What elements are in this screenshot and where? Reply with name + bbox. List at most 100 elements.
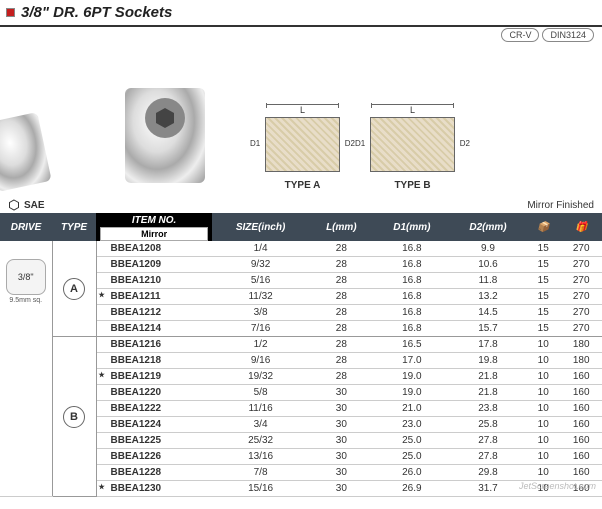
cell-item: BBEA1212: [96, 305, 212, 321]
cell-d1: 16.8: [374, 257, 450, 273]
sae-label: SAE: [24, 200, 45, 211]
cell-l: 28: [309, 353, 374, 369]
cell-d1: 26.0: [374, 465, 450, 481]
cell-d2: 17.8: [450, 337, 526, 353]
cell-d2: 27.8: [450, 449, 526, 465]
cell-d2: 15.7: [450, 321, 526, 337]
cell-l: 28: [309, 241, 374, 257]
cell-size: 5/8: [212, 385, 309, 401]
cell-d2: 13.2: [450, 289, 526, 305]
type-cell-a: A: [52, 241, 96, 337]
diagram-type-a: L D1 D2 TYPE A: [265, 99, 340, 191]
cell-item: BBEA1230: [96, 481, 212, 497]
cell-d1: 21.0: [374, 401, 450, 417]
cell-d2: 10.6: [450, 257, 526, 273]
cell-size: 13/16: [212, 449, 309, 465]
cell-item: BBEA1222: [96, 401, 212, 417]
dim-d2-label: D2: [345, 139, 355, 148]
cell-l: 28: [309, 289, 374, 305]
cell-d2: 9.9: [450, 241, 526, 257]
cell-size: 15/16: [212, 481, 309, 497]
mirror-finished-label: Mirror Finished: [527, 200, 594, 211]
cell-l: 30: [309, 417, 374, 433]
cell-item: BBEA1225: [96, 433, 212, 449]
cell-d1: 16.8: [374, 273, 450, 289]
cell-qs: 10: [526, 401, 560, 417]
cell-item: BBEA1209: [96, 257, 212, 273]
cell-l: 28: [309, 369, 374, 385]
socket-small-image: [0, 112, 52, 192]
cell-qs: 10: [526, 337, 560, 353]
cell-l: 30: [309, 449, 374, 465]
cell-d1: 19.0: [374, 385, 450, 401]
col-size: SIZE(inch): [212, 213, 309, 241]
cell-item: BBEA1216: [96, 337, 212, 353]
type-a-circle: A: [63, 278, 85, 300]
cell-d1: 16.8: [374, 305, 450, 321]
cell-item: BBEA1218: [96, 353, 212, 369]
cell-qb: 180: [560, 337, 602, 353]
cell-size: 3/8: [212, 305, 309, 321]
cell-size: 3/4: [212, 417, 309, 433]
cell-qs: 15: [526, 305, 560, 321]
cell-qb: 160: [560, 369, 602, 385]
cell-size: 11/32: [212, 289, 309, 305]
table-header: DRIVE TYPE ITEM NO. Mirror SIZE(inch) L(…: [0, 213, 602, 241]
hex-icon: [8, 199, 20, 211]
cell-qs: 10: [526, 385, 560, 401]
cell-d1: 25.0: [374, 433, 450, 449]
cell-d1: 16.8: [374, 321, 450, 337]
cell-qb: 160: [560, 385, 602, 401]
cell-d1: 16.8: [374, 241, 450, 257]
cell-qb: 270: [560, 241, 602, 257]
cell-l: 28: [309, 337, 374, 353]
col-d1: D1(mm): [374, 213, 450, 241]
cell-d1: 17.0: [374, 353, 450, 369]
cell-d1: 16.8: [374, 289, 450, 305]
cell-d2: 21.8: [450, 369, 526, 385]
cell-qb: 180: [560, 353, 602, 369]
cell-d1: 23.0: [374, 417, 450, 433]
cell-qb: 160: [560, 465, 602, 481]
cell-l: 30: [309, 433, 374, 449]
dim-d1-label: D1: [250, 139, 260, 148]
hero-area: L D1 D2 TYPE A L D1 D2 TYPE B: [0, 27, 602, 197]
cell-size: 1/2: [212, 337, 309, 353]
cell-d1: 19.0: [374, 369, 450, 385]
cell-l: 28: [309, 273, 374, 289]
col-l: L(mm): [309, 213, 374, 241]
cell-qs: 15: [526, 289, 560, 305]
cell-qs: 10: [526, 449, 560, 465]
cell-qs: 10: [526, 353, 560, 369]
dim-l-label: L: [300, 105, 305, 115]
cell-d1: 25.0: [374, 449, 450, 465]
watermark: JetScreenshot.com: [519, 481, 596, 491]
title-bar: 3/8" DR. 6PT Sockets: [0, 0, 602, 27]
cell-qs: 15: [526, 241, 560, 257]
cell-size: 19/32: [212, 369, 309, 385]
cell-size: 5/16: [212, 273, 309, 289]
cell-d2: 25.8: [450, 417, 526, 433]
cell-item: BBEA1208: [96, 241, 212, 257]
cell-l: 28: [309, 321, 374, 337]
diagrams: L D1 D2 TYPE A L D1 D2 TYPE B: [265, 99, 455, 191]
mirror-sublabel: Mirror: [100, 227, 208, 241]
page-title: 3/8" DR. 6PT Sockets: [21, 4, 172, 21]
cell-qb: 160: [560, 401, 602, 417]
cell-d2: 14.5: [450, 305, 526, 321]
cell-d1: 16.5: [374, 337, 450, 353]
cell-l: 28: [309, 257, 374, 273]
cell-item: BBEA1228: [96, 465, 212, 481]
col-qty-big: 🎁: [560, 213, 602, 241]
cell-l: 28: [309, 305, 374, 321]
drive-sub: 9.5mm sq.: [4, 297, 48, 304]
table-row: 3/8" 9.5mm sq. A BBEA1208 1/4 28 16.8 9.…: [0, 241, 602, 257]
cell-d2: 11.8: [450, 273, 526, 289]
cell-d2: 19.8: [450, 353, 526, 369]
cell-l: 30: [309, 481, 374, 497]
cell-size: 9/32: [212, 257, 309, 273]
drive-badge: 3/8": [6, 259, 46, 295]
col-d2: D2(mm): [450, 213, 526, 241]
cell-item: BBEA1214: [96, 321, 212, 337]
dim-d2-label: D2: [460, 139, 470, 148]
